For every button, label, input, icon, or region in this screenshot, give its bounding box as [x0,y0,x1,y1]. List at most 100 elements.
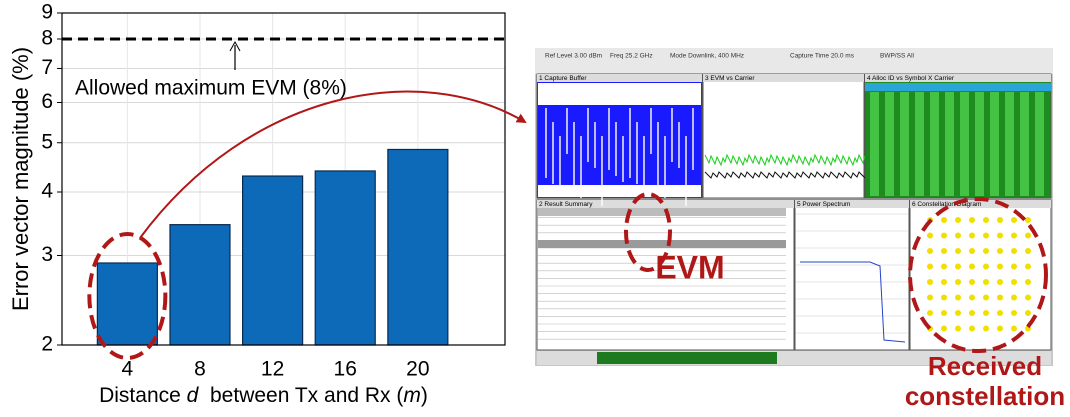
constellation-point [927,279,933,285]
capture-bottom [538,185,701,197]
constellation-point [969,217,975,223]
figure: 2345678948121620Allowed maximum EVM (8%)… [0,0,1070,412]
capture-gap [685,136,687,206]
constellation-point [941,326,947,332]
constellation-annotation: Received [928,351,1042,381]
capture-gap [580,136,582,198]
constellation-point [983,233,989,239]
constellation-point [941,279,947,285]
x-tick-label: 12 [261,358,284,381]
status-sync [597,352,777,364]
constellation-point [1025,233,1031,239]
constellation-point [997,217,1003,223]
header-text: Freq 25.2 GHz [610,53,653,60]
y-tick-label: 2 [41,333,53,356]
bar [243,176,303,345]
constellation-point [969,279,975,285]
constellation-point [997,295,1003,301]
capture-gap [573,122,575,192]
threshold-label: Allowed maximum EVM (8%) [75,77,347,100]
x-tick-label: 8 [194,358,206,381]
constellation-point [941,217,947,223]
alloc-col [885,92,894,196]
constellation-point [997,264,1003,270]
constellation-point [927,310,933,316]
constellation-point [1025,295,1031,301]
constellation-point [927,233,933,239]
capture-gap [559,136,561,190]
constellation-point [955,248,961,254]
capture-gap [566,108,568,154]
constellation-point [1025,264,1031,270]
constellation-point [997,326,1003,332]
bar [315,171,375,345]
alloc-col [945,92,954,196]
constellation-point [927,295,933,301]
alloc-col [990,92,999,196]
constellation-point [955,217,961,223]
y-tick-label: 3 [41,243,53,266]
x-tick-label: 4 [122,358,134,381]
x-tick-label: 20 [406,358,429,381]
capture-gap [601,136,603,206]
panel-title: 5 Power Spectrum [797,201,850,208]
y-tick-label: 8 [41,27,53,50]
y-tick-label: 6 [41,90,53,113]
capture-gap [587,108,589,162]
capture-gap [629,108,631,178]
constellation-point [1025,310,1031,316]
constellation-point [941,248,947,254]
panel-title: 3 EVM vs Carrier [705,75,755,82]
constellation-point [1011,217,1017,223]
capture-gap [671,108,673,162]
constellation-point [969,264,975,270]
constellation-point [1011,264,1017,270]
alloc-col [900,92,909,196]
capture-gap [552,122,554,184]
constellation-point [983,295,989,301]
y-tick-label: 4 [41,180,53,203]
capture-gap [678,122,680,168]
bar [97,263,157,345]
capture-gap [545,108,547,178]
x-axis-label-part: between Tx and Rx ( [198,384,403,407]
constellation-point [983,310,989,316]
x-axis-label-part: Distance [99,384,187,407]
constellation-point [1011,248,1017,254]
panel [703,74,864,198]
alloc-col [915,92,924,196]
constellation-point [927,248,933,254]
constellation-point [983,248,989,254]
capture-gap [650,108,652,154]
constellation-point [1011,233,1017,239]
alloc-col [930,92,939,196]
panel-title: 2 Result Summary [539,201,593,208]
constellation-point [983,217,989,223]
alloc-col [1005,92,1014,196]
constellation-point [941,264,947,270]
evm-annotation: EVM [655,249,724,285]
screenshot: Ref Level 3.00 dBmFreq 25.2 GHzMode Down… [535,48,1053,366]
constellation-annotation: constellation [905,381,1065,411]
constellation-point [969,310,975,316]
alloc-legend [865,83,1051,91]
y-tick-label: 5 [41,130,53,153]
constellation-point [1025,217,1031,223]
constellation-point [983,326,989,332]
table-head [538,208,786,216]
constellation-point [1025,248,1031,254]
y-tick-label: 9 [41,1,53,24]
alloc-col [1035,92,1044,196]
constellation-point [1011,310,1017,316]
panel-title: 4 Alloc ID vs Symbol X Carrier [867,75,955,82]
constellation-point [969,233,975,239]
constellation-point [955,233,961,239]
header-text: Ref Level 3.00 dBm [545,53,602,60]
x-axis-label-part: m [403,384,421,407]
capture-gap [636,122,638,184]
table-head-2 [538,240,786,248]
constellation-point [983,279,989,285]
capture-gap [615,122,617,176]
capture-gap [643,136,645,190]
x-axis-label-part: ) [421,384,428,407]
